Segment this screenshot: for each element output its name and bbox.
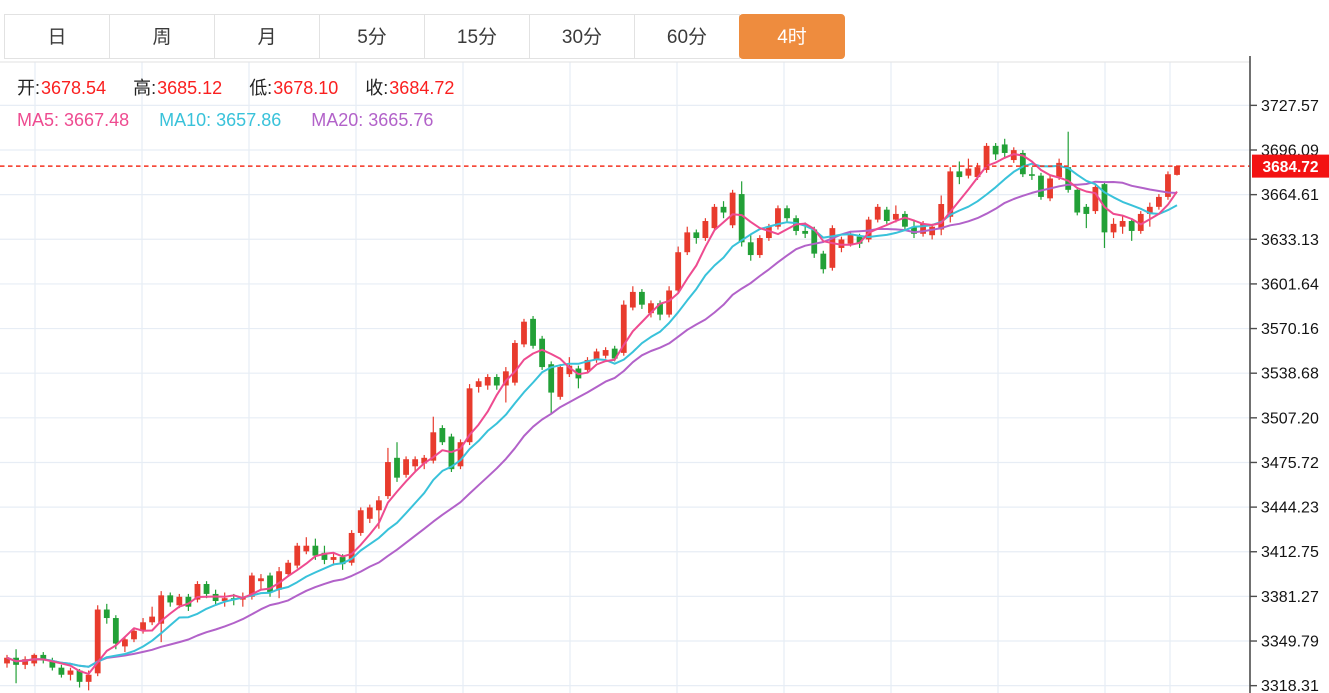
y-tick-label: 3318.31 [1261,678,1319,693]
tab-4hour[interactable]: 4时 [739,14,845,59]
ma20-line [6,180,1178,668]
y-axis: 3727.573696.093664.613633.133601.643570.… [1249,56,1319,693]
tab-15min[interactable]: 15分 [424,14,530,59]
period-tab-bar: 日周月 5分 15分 30分 60分 4时 [4,14,845,59]
last-price-badge: 3684.72 [1252,154,1329,178]
y-tick-label: 3538.68 [1261,366,1319,383]
y-tick-label: 3444.23 [1261,500,1319,517]
tab-week[interactable]: 周 [109,14,215,59]
ma5-line [6,153,1178,675]
svg-text:3684.72: 3684.72 [1262,159,1318,176]
candles-series [4,131,1180,691]
y-tick-label: 3727.57 [1261,98,1319,115]
y-tick-label: 3475.72 [1261,455,1319,472]
tab-5min[interactable]: 5分 [319,14,425,59]
tab-day[interactable]: 日 [4,14,110,59]
y-tick-label: 3570.16 [1261,321,1319,338]
tab-30min[interactable]: 30分 [529,14,635,59]
y-tick-label: 3412.75 [1261,544,1319,561]
tab-month[interactable]: 月 [214,14,320,59]
y-tick-label: 3633.13 [1261,232,1319,249]
ma10-line [6,162,1178,668]
y-tick-label: 3664.61 [1261,187,1319,204]
y-tick-label: 3507.20 [1261,410,1319,427]
y-tick-label: 3601.64 [1261,276,1319,293]
y-tick-label: 3349.79 [1261,634,1319,651]
tab-60min[interactable]: 60分 [634,14,740,59]
y-tick-label: 3381.27 [1261,589,1319,606]
